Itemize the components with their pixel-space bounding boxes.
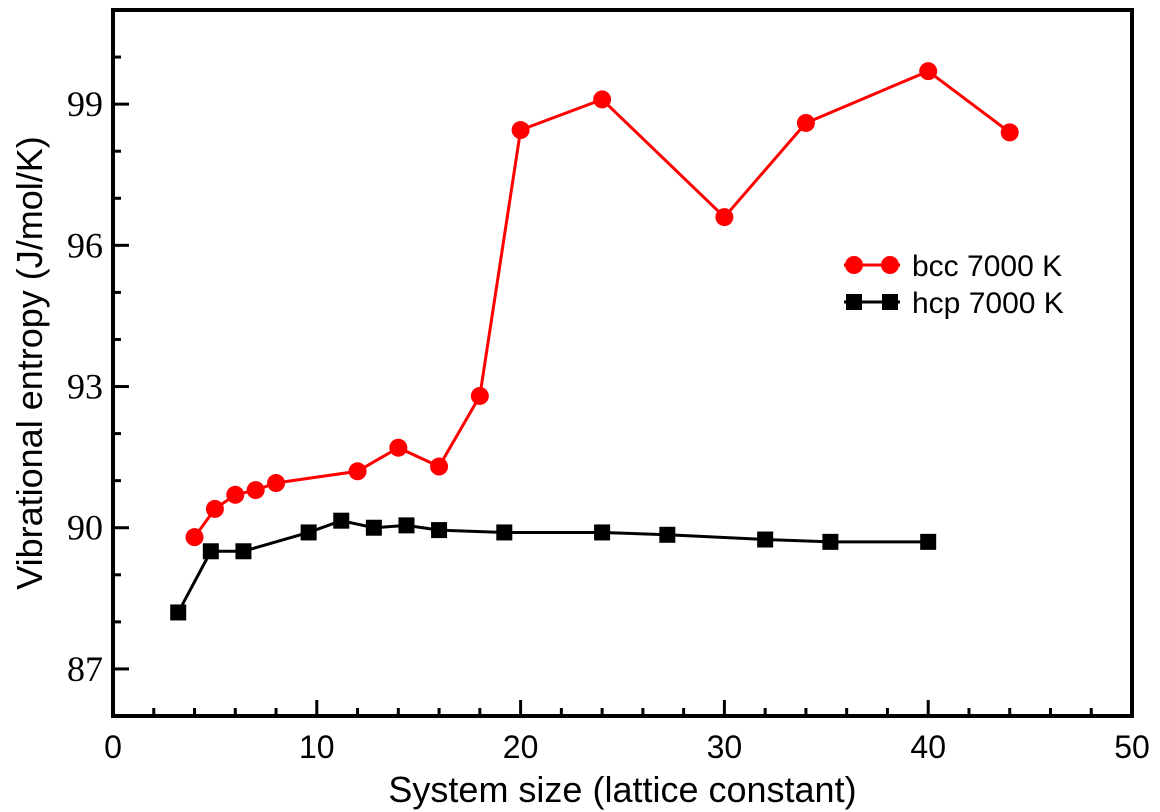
data-point [431, 522, 448, 539]
series-1 [185, 62, 1019, 547]
y-tick-label: 90 [67, 508, 103, 548]
data-point [594, 524, 611, 541]
data-point [365, 519, 382, 536]
data-point [333, 512, 350, 529]
data-point [430, 457, 449, 476]
data-point [919, 62, 938, 81]
legend-item: hcp 7000 K [844, 287, 1064, 320]
data-point [267, 474, 286, 493]
x-tick-label: 0 [104, 729, 122, 765]
y-tick-label: 99 [67, 84, 103, 124]
data-point [185, 528, 204, 547]
x-tick-label: 10 [299, 729, 335, 765]
data-point [715, 208, 734, 227]
data-point [1000, 123, 1019, 142]
x-tick-label: 50 [1114, 729, 1150, 765]
plot-area: 0 10 20 30 40 50 87 90 93 96 99 [67, 8, 1150, 765]
data-point [205, 499, 224, 518]
legend-marker [845, 256, 863, 274]
legend-marker [881, 256, 899, 274]
series-line [176, 519, 929, 614]
data-point [470, 386, 489, 405]
data-point [822, 533, 839, 550]
y-tick-label: 96 [67, 225, 103, 265]
data-point [348, 462, 367, 481]
legend-marker [846, 294, 862, 310]
x-axis-title: System size (lattice constant) [388, 769, 856, 810]
data-point [226, 485, 245, 504]
data-point [757, 531, 774, 548]
x-tick-label: 30 [707, 729, 743, 765]
data-point [389, 438, 408, 457]
plot-frame [111, 8, 1134, 718]
data-point [398, 517, 415, 534]
data-point [246, 481, 265, 500]
legend-marker [882, 294, 898, 310]
x-tick-label: 20 [503, 729, 539, 765]
data-point [796, 113, 815, 132]
y-axis-title: Vibrational entropy (J/mol/K) [9, 136, 50, 590]
data-point [511, 121, 530, 140]
legend-label: bcc 7000 K [912, 250, 1062, 283]
data-point [920, 533, 937, 550]
data-point [593, 90, 612, 109]
legend-item: bcc 7000 K [844, 250, 1062, 283]
series-2 [170, 512, 937, 621]
data-point [202, 543, 219, 560]
y-tick-label: 93 [67, 367, 103, 407]
data-point [659, 526, 676, 543]
data-point [235, 543, 252, 560]
y-tick-label: 87 [67, 649, 103, 689]
data-point [300, 524, 317, 541]
legend: bcc 7000 K hcp 7000 K [844, 250, 1064, 320]
data-point [170, 604, 187, 621]
x-tick-label: 40 [910, 729, 946, 765]
legend-label: hcp 7000 K [912, 287, 1064, 320]
data-point [496, 524, 513, 541]
